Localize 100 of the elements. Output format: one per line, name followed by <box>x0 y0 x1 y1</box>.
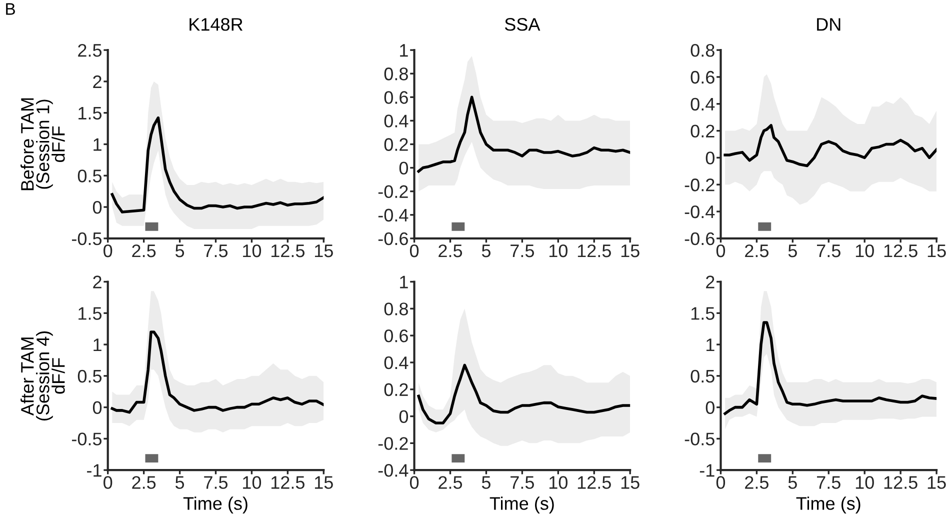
x-tick-label: 15 <box>621 476 640 489</box>
x-tick-label: 5 <box>788 476 797 489</box>
x-tick-label: 5 <box>788 244 797 258</box>
x-tick-label: 12.5 <box>271 476 304 489</box>
y-tick-label: 0.6 <box>384 329 408 342</box>
y-tick-label: -0.5 <box>684 432 714 446</box>
x-tick-label: 12.5 <box>578 244 611 258</box>
x-tick-label: 12.5 <box>884 244 918 258</box>
x-tick-label: 15 <box>928 476 946 489</box>
x-tick-label: 0 <box>410 476 419 489</box>
y-tick-label: 0.5 <box>690 370 714 383</box>
y-tick-label: 1 <box>94 138 102 151</box>
y-tick-label: 0.2 <box>690 124 714 138</box>
y-tick-label: 0.5 <box>78 170 102 182</box>
y-tick-label: 1 <box>706 338 714 352</box>
y-tick-label: -1 <box>87 464 102 477</box>
x-tick-label: 2.5 <box>132 244 156 258</box>
x-tick-label: 10 <box>243 476 262 489</box>
x-tick-label: 2.5 <box>745 244 768 258</box>
line-series <box>417 364 630 424</box>
x-tick-label: 15 <box>314 476 333 489</box>
y-tick-label: 0.5 <box>78 370 102 383</box>
x-tick-label: 0 <box>104 244 112 258</box>
y-tick-label: -0.5 <box>72 432 102 446</box>
y-tick-label: 2 <box>93 75 102 88</box>
x-axis-title: Time (s) <box>796 496 860 514</box>
x-tick-label: 15 <box>928 244 946 258</box>
x-tick-label: 0 <box>104 476 112 489</box>
text: B <box>6 3 15 15</box>
y-tick-label: 0.2 <box>384 383 408 396</box>
y-tick-label: -0.5 <box>72 232 102 246</box>
y-tick-label: 1.5 <box>78 106 102 120</box>
x-tick-label: 2.5 <box>745 476 768 489</box>
y-tick-label: 2 <box>706 276 714 288</box>
x-tick-label: 10 <box>856 244 874 258</box>
x-tick-label: 2.5 <box>438 476 462 489</box>
y-tick-label: -0.6 <box>378 232 408 246</box>
y-tick-label: 0.8 <box>384 302 408 316</box>
y-tick-label: -0.2 <box>684 178 714 192</box>
x-tick-label: 0 <box>410 244 419 258</box>
line-series <box>417 96 630 173</box>
x-tick-label: 7.5 <box>510 476 534 489</box>
y-tick-label: 0 <box>399 410 408 423</box>
x-tick-label: 7.5 <box>510 244 534 258</box>
y-tick-label: 1.5 <box>691 307 714 320</box>
line-series <box>724 321 937 415</box>
x-tick-label: 10 <box>549 476 568 489</box>
y-tick-label: 0 <box>92 200 102 214</box>
x-tick-label: 10 <box>549 244 568 258</box>
line-series <box>110 330 324 414</box>
y-tick-label: -0.4 <box>378 464 408 477</box>
chart-title: K148R <box>190 18 243 31</box>
y-tick-label: 2.5 <box>78 44 102 57</box>
x-tick-label: 15 <box>621 244 640 258</box>
y-tick-label: -1 <box>700 464 714 477</box>
y-tick-label: 0.6 <box>384 91 408 104</box>
x-tick-label: 12.5 <box>271 244 304 258</box>
line-series <box>724 124 937 168</box>
x-tick-label: 0 <box>716 244 726 258</box>
y-tick-label: 0 <box>706 401 714 414</box>
x-tick-label: 10 <box>856 476 874 489</box>
x-tick-label: 12.5 <box>884 476 918 489</box>
x-tick-label: 7.5 <box>817 244 840 258</box>
x-axis-title: Time (s) <box>490 496 554 514</box>
y-tick-label: 0 <box>706 152 714 164</box>
y-axis-title: Before TAM (Session 1) dF/F <box>20 98 65 190</box>
x-tick-label: 2.5 <box>438 244 462 258</box>
x-tick-label: 5 <box>175 476 184 489</box>
y-tick-label: 0.4 <box>384 356 408 370</box>
y-tick-label: -0.4 <box>378 208 408 222</box>
line-series <box>110 116 324 214</box>
y-axis-title: After TAM (Session 4) dF/F <box>20 331 65 420</box>
chart-title: DN <box>817 18 840 31</box>
y-tick-label: 0.8 <box>690 44 714 57</box>
x-tick-label: 15 <box>314 244 333 258</box>
x-tick-label: 7.5 <box>204 244 228 258</box>
y-tick-label: 0 <box>92 401 102 414</box>
x-tick-label: 5 <box>482 244 490 258</box>
y-tick-label: -0.4 <box>684 205 715 218</box>
y-tick-label: 0.2 <box>384 138 408 151</box>
y-tick-label: 0.6 <box>690 70 714 84</box>
x-tick-label: 7.5 <box>204 476 228 489</box>
x-tick-label: 5 <box>175 244 184 258</box>
chart-title: SSA <box>504 18 540 31</box>
x-tick-label: 7.5 <box>817 476 840 489</box>
x-tick-label: 10 <box>243 244 262 258</box>
x-tick-label: 5 <box>482 476 490 489</box>
y-tick-label: 1 <box>400 276 408 288</box>
y-tick-label: 0.8 <box>384 68 408 80</box>
y-tick-label: 1.5 <box>78 307 102 320</box>
y-tick-label: 1 <box>400 44 408 57</box>
y-tick-label: -0.2 <box>378 185 408 198</box>
y-tick-label: -0.6 <box>684 232 714 246</box>
x-tick-label: 0 <box>716 476 726 489</box>
y-tick-label: 0.4 <box>384 114 408 128</box>
x-axis-title: Time (s) <box>183 496 248 514</box>
y-tick-label: 1 <box>94 338 102 352</box>
x-tick-label: 12.5 <box>578 476 611 489</box>
y-tick-label: 0.4 <box>690 98 715 111</box>
x-tick-label: 2.5 <box>132 476 156 489</box>
